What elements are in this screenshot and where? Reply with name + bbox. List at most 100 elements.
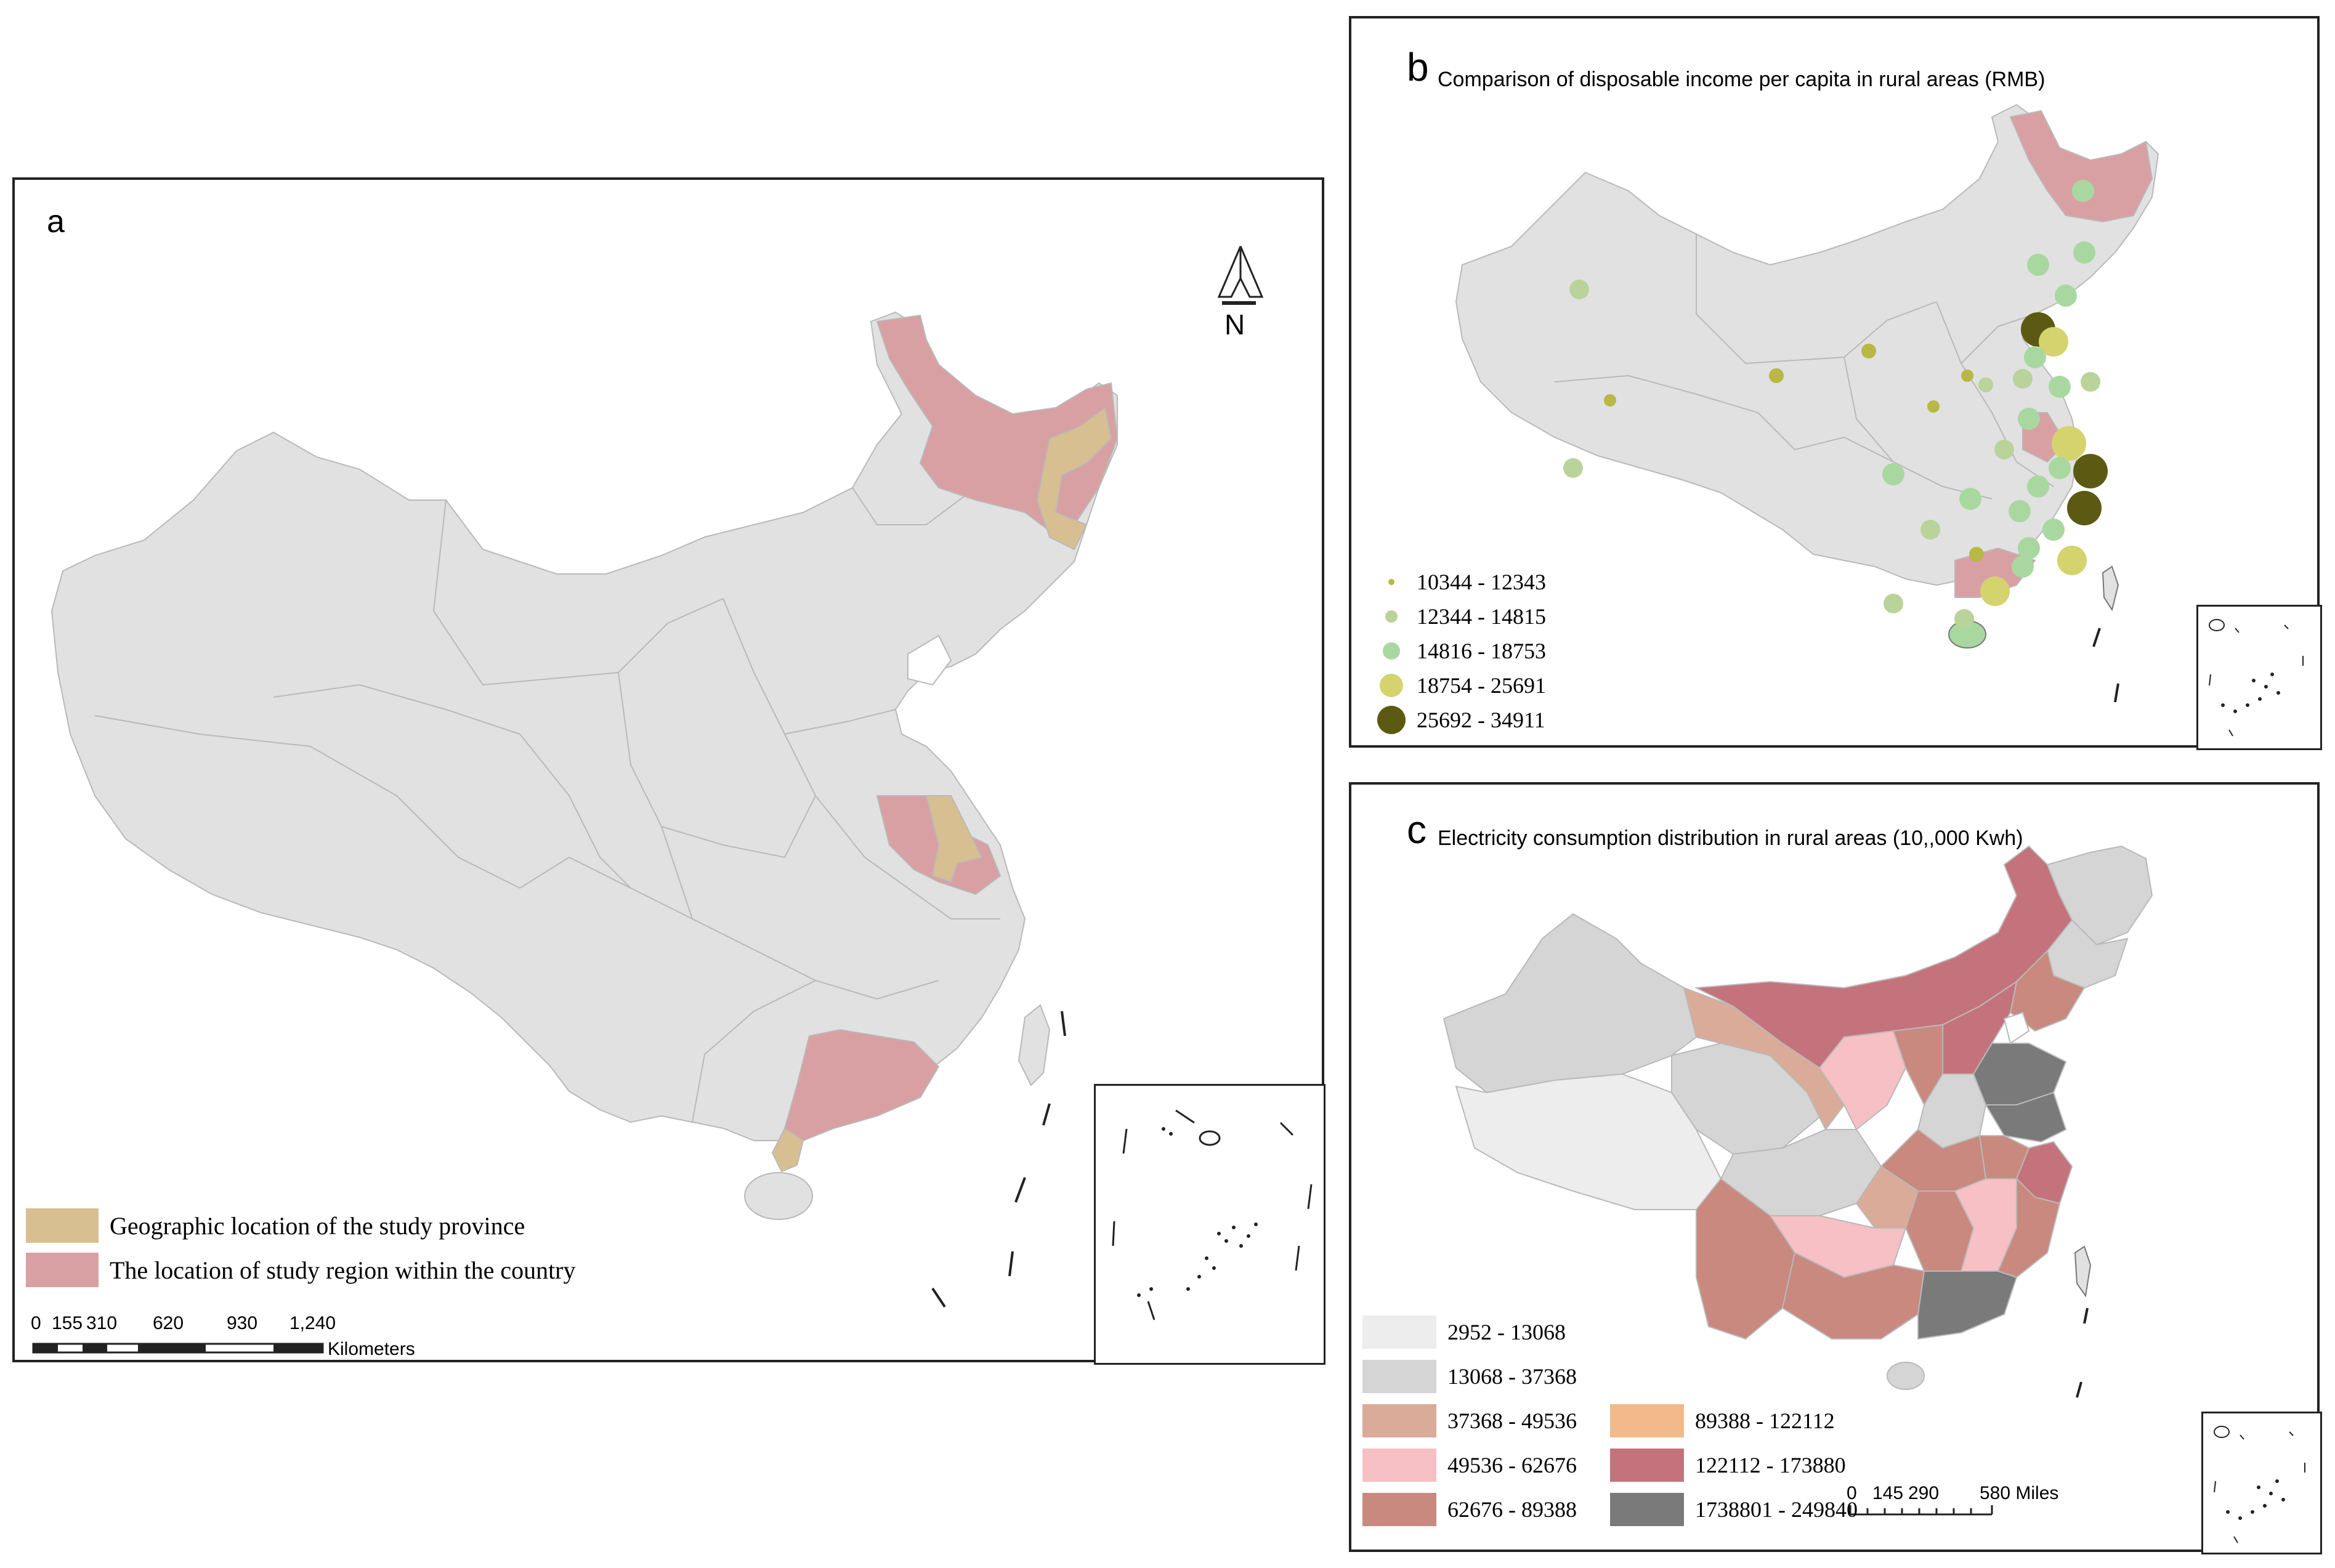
income-circle bbox=[2013, 369, 2033, 389]
inset-map-c bbox=[2214, 1426, 2305, 1543]
scale-tick-c-0: 0 bbox=[1847, 1483, 1857, 1503]
legend-item-income-5: 25692 - 34911 bbox=[1376, 705, 1545, 735]
income-circle bbox=[2039, 327, 2068, 357]
legend-swatch-elec-6 bbox=[1610, 1404, 1684, 1437]
legend-swatch-elec-8 bbox=[1610, 1493, 1684, 1526]
income-circle bbox=[1927, 400, 1940, 413]
income-circle bbox=[2018, 408, 2040, 430]
province-heilongjiang-c bbox=[2046, 845, 2153, 946]
china-map-b bbox=[1455, 103, 2159, 703]
income-circle bbox=[2049, 457, 2071, 479]
legend-symbol-income-4 bbox=[1380, 674, 1403, 697]
income-circle bbox=[2042, 519, 2065, 541]
legend-symbol-income-1 bbox=[1388, 579, 1394, 585]
panel-b-map: b Comparison of disposable income per ca… bbox=[1349, 16, 2322, 750]
nine-dash-line-b bbox=[2092, 628, 2119, 703]
legend-item-elec-2: 13068 - 37368 bbox=[1362, 1360, 1577, 1393]
legend-item-elec-3: 37368 - 49536 bbox=[1362, 1404, 1577, 1437]
china-map-a bbox=[32, 246, 1264, 1354]
legend-label-income-2: 12344 - 14815 bbox=[1417, 604, 1546, 629]
income-circle bbox=[2055, 285, 2077, 307]
legend-swatch-elec-2 bbox=[1362, 1360, 1436, 1393]
nine-dash-line bbox=[931, 1011, 1066, 1308]
scale-tick-930: 930 bbox=[227, 1313, 258, 1333]
bohai-sea bbox=[907, 634, 952, 686]
income-proportional-symbols bbox=[1563, 180, 2108, 629]
legend-label-study-region: The location of study region within the … bbox=[110, 1256, 576, 1284]
legend-item-income-4: 18754 - 25691 bbox=[1376, 670, 1546, 701]
income-circle bbox=[2049, 376, 2071, 398]
legend-label-elec-5: 62676 - 89388 bbox=[1447, 1497, 1577, 1522]
income-circle bbox=[1954, 609, 1974, 629]
legend-symbol-income-2 bbox=[1385, 610, 1398, 623]
legend-label-elec-2: 13068 - 37368 bbox=[1447, 1364, 1577, 1389]
income-circle bbox=[1978, 378, 1993, 392]
legend-item-elec-7: 122112 - 173880 bbox=[1610, 1449, 1846, 1482]
bohai-sea-c bbox=[2003, 1011, 2030, 1045]
province-boundaries bbox=[94, 487, 1000, 1123]
income-circle bbox=[1994, 440, 2014, 459]
legend-label-income-1: 10344 - 12343 bbox=[1417, 570, 1546, 594]
scale-tick-0: 0 bbox=[31, 1313, 41, 1333]
province-xinjiang bbox=[1443, 913, 1698, 1094]
nine-dash-line-c bbox=[2076, 1307, 2089, 1398]
income-circle bbox=[1604, 394, 1616, 406]
income-circle bbox=[1563, 458, 1583, 478]
legend-item-income-3: 14816 - 18753 bbox=[1376, 636, 1546, 666]
panel-a-map: a bbox=[12, 177, 1325, 1365]
legend-swatch-study-region bbox=[26, 1253, 99, 1287]
province-guangdong-c bbox=[1917, 1271, 2018, 1340]
legend-label-elec-1: 2952 - 13068 bbox=[1447, 1320, 1566, 1344]
legend-label-income-5: 25692 - 34911 bbox=[1417, 708, 1545, 732]
panel-b-title: Comparison of disposable income per capi… bbox=[1438, 68, 2046, 91]
income-circle bbox=[1920, 520, 1940, 540]
legend-symbol-income-5 bbox=[1377, 706, 1406, 734]
legend-item-income-1: 10344 - 12343 bbox=[1376, 567, 1546, 597]
panel-c-letter: c bbox=[1407, 807, 1426, 852]
province-boundaries-b bbox=[1554, 234, 2054, 499]
income-circle bbox=[2012, 556, 2034, 578]
taiwan-b bbox=[2102, 565, 2119, 612]
legend-item-study-province: Geographic location of the study provinc… bbox=[26, 1208, 525, 1243]
legend-item-income-2: 12344 - 14815 bbox=[1376, 601, 1546, 632]
legend-label-elec-3: 37368 - 49536 bbox=[1447, 1408, 1577, 1433]
income-circle bbox=[2072, 180, 2094, 202]
legend-swatch-elec-5 bbox=[1362, 1493, 1436, 1526]
income-circle bbox=[2024, 346, 2046, 368]
study-region-guangdong bbox=[783, 1028, 940, 1142]
legend-label-elec-7: 122112 - 173880 bbox=[1695, 1453, 1846, 1477]
legend-label-elec-6: 89388 - 122112 bbox=[1695, 1408, 1835, 1433]
legend-item-elec-8: 1738801 - 249840 bbox=[1610, 1493, 1858, 1526]
panel-b-letter: b bbox=[1407, 45, 1429, 89]
china-landmass-b bbox=[1455, 103, 2159, 586]
income-circle bbox=[2067, 491, 2102, 525]
legend-label-income-3: 14816 - 18753 bbox=[1417, 639, 1546, 663]
panel-a-letter: a bbox=[47, 204, 65, 240]
legend-item-elec-1: 2952 - 13068 bbox=[1362, 1315, 1566, 1349]
hainan-c bbox=[1887, 1362, 1925, 1390]
north-label: N bbox=[1224, 309, 1245, 341]
scale-tick-c-290: 290 bbox=[1908, 1483, 1940, 1503]
income-circle bbox=[1884, 594, 1903, 613]
north-arrow-icon bbox=[1217, 246, 1264, 305]
scale-tick-310: 310 bbox=[86, 1313, 118, 1333]
income-circle bbox=[2018, 537, 2040, 559]
income-circle bbox=[1882, 463, 1904, 485]
income-circle bbox=[1961, 370, 1973, 382]
income-circle bbox=[1569, 280, 1589, 299]
study-province-jiangsu bbox=[925, 795, 983, 883]
legend-swatch-elec-4 bbox=[1362, 1449, 1436, 1482]
inset-c bbox=[2201, 1412, 2322, 1554]
province-shaanxi bbox=[1818, 1030, 1907, 1131]
study-province-heilongjiang bbox=[1036, 406, 1112, 551]
scale-tick-620: 620 bbox=[153, 1313, 184, 1333]
taiwan-c bbox=[2074, 1245, 2092, 1298]
inset-map-a bbox=[1112, 1109, 1313, 1320]
scale-tick-c-145: 145 bbox=[1872, 1483, 1904, 1503]
legend-label-income-4: 18754 - 25691 bbox=[1417, 673, 1546, 698]
income-circle bbox=[1959, 488, 1981, 510]
legend-label-study-province: Geographic location of the study provinc… bbox=[110, 1211, 525, 1240]
income-circle bbox=[2052, 426, 2086, 461]
income-circle bbox=[2073, 241, 2095, 264]
legend-swatch-elec-3 bbox=[1362, 1404, 1436, 1437]
